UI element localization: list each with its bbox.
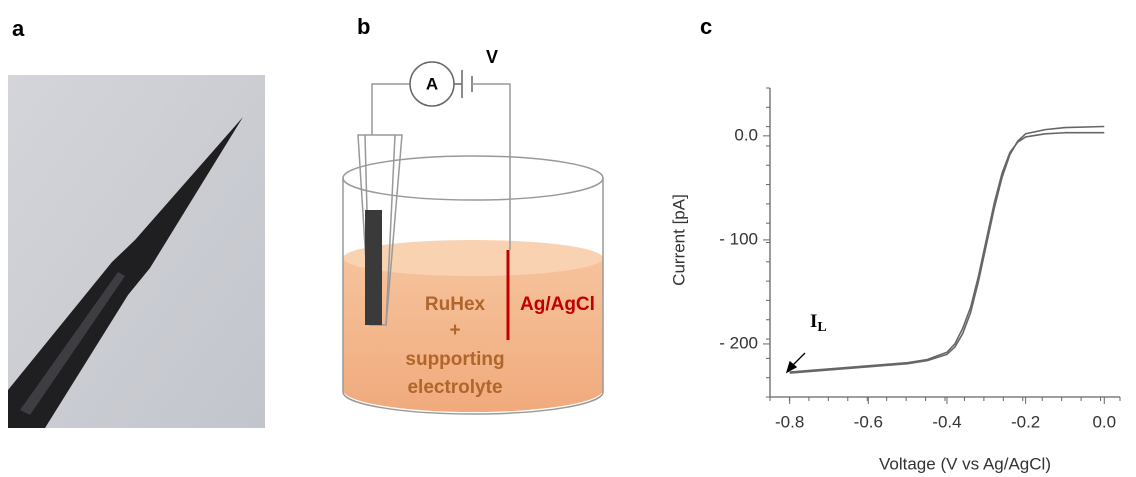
curve <box>789 131 1105 373</box>
ammeter-label: A <box>426 74 438 93</box>
solution-label: RuHex <box>425 294 486 315</box>
y-tick-label: - 100 <box>719 229 758 248</box>
panel-label: c <box>700 14 712 39</box>
voltage-label: V <box>486 47 498 67</box>
x-tick-label: -0.6 <box>854 412 883 431</box>
y-tick-label: 0.0 <box>734 125 758 144</box>
x-axis-label: Voltage (V vs Ag/AgCl) <box>879 454 1051 473</box>
y-tick-label: - 200 <box>719 333 758 352</box>
cell-diagram <box>342 61 604 415</box>
x-tick-label: -0.2 <box>1011 412 1040 431</box>
annotation: IL <box>810 311 827 335</box>
y-axis-label: Current [pA] <box>669 194 688 286</box>
panel-label: b <box>357 14 370 39</box>
solution-label: supporting <box>405 349 504 370</box>
x-tick-label: -0.4 <box>932 412 961 431</box>
solution-label: electrolyte <box>407 377 502 398</box>
solution-label: + <box>449 320 460 341</box>
annotation-arrow <box>785 352 806 374</box>
reference-label: Ag/AgCl <box>520 294 595 315</box>
micrograph <box>8 75 265 428</box>
curve <box>789 125 1105 374</box>
x-tick-label: 0.0 <box>1092 412 1116 431</box>
x-tick-label: -0.8 <box>775 412 804 431</box>
panel-label: a <box>12 16 25 41</box>
